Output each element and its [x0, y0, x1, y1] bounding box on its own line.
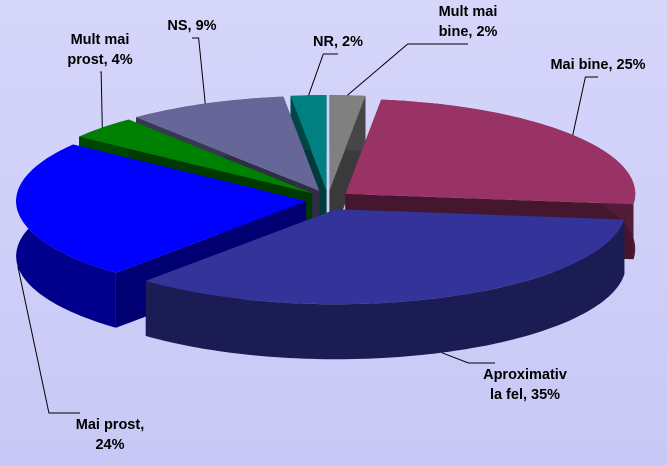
data-label: Mult mai [71, 32, 130, 48]
leader-line [347, 43, 468, 96]
data-label: Mult mai [439, 4, 498, 20]
data-label: la fel, 35% [490, 387, 560, 403]
labels: Mult mai bine, 2% Mai bine, 25% Aproximativ… [17, 4, 646, 453]
slice [145, 209, 625, 360]
leader-line [308, 53, 338, 96]
leader-line [192, 37, 206, 104]
data-label: prost, 4% [67, 52, 132, 68]
slice-top [345, 99, 636, 205]
data-label: Mai prost, [76, 417, 144, 433]
leader-line [441, 352, 495, 364]
slice-top [145, 209, 625, 305]
data-label: Mai bine, 25% [550, 57, 645, 73]
slice-wall [145, 219, 625, 360]
slice-top [290, 95, 327, 191]
slice-top [136, 96, 320, 191]
slice-top [16, 144, 307, 273]
data-label: NS, 9% [167, 18, 216, 34]
slice-top [79, 119, 313, 194]
slice-top [329, 95, 366, 191]
leader-line [17, 266, 80, 414]
data-label: 24% [95, 437, 124, 453]
data-label: NR, 2% [313, 34, 363, 50]
data-label: bine, 2% [439, 24, 498, 40]
data-label: Aproximativ [483, 367, 567, 383]
pie [16, 95, 636, 360]
leader-line [572, 76, 598, 136]
leader-line [100, 71, 103, 128]
slice [329, 95, 366, 246]
